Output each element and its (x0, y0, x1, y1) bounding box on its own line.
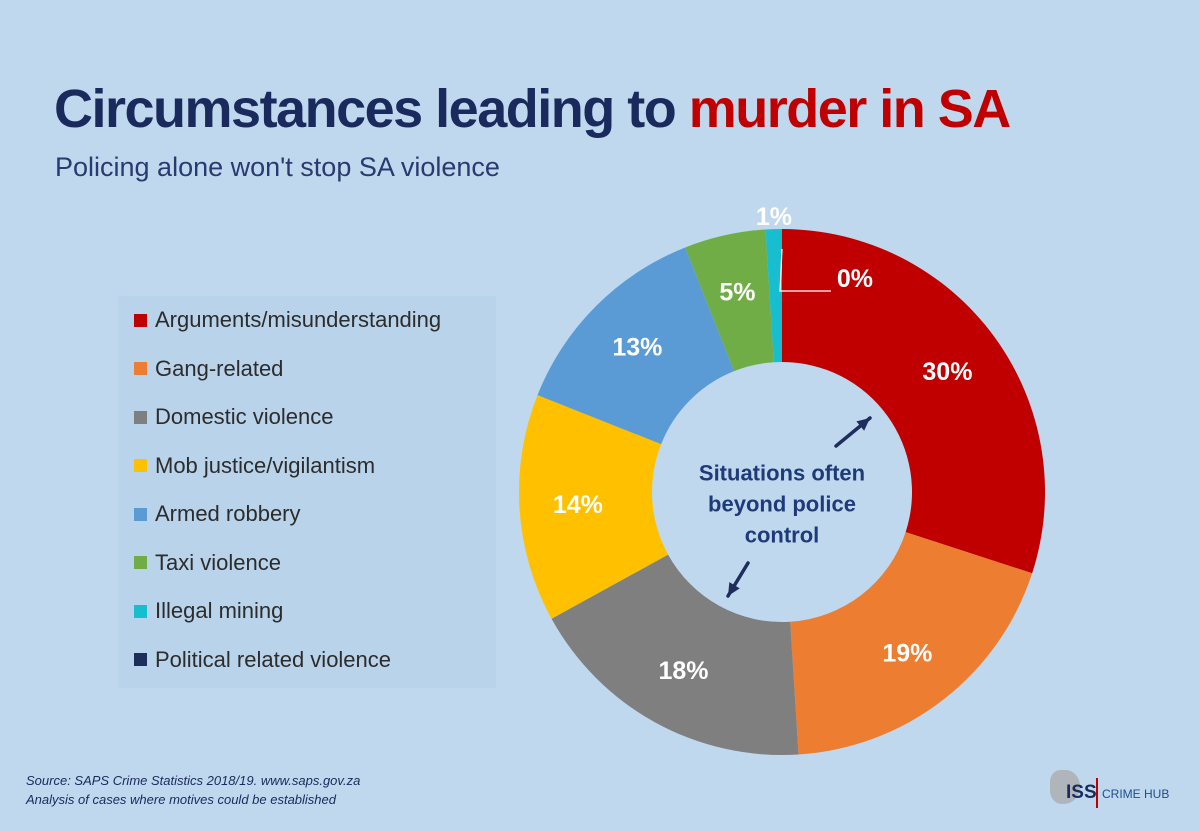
legend-label: Illegal mining (155, 598, 284, 623)
source-line-1: Source: SAPS Crime Statistics 2018/19. w… (26, 773, 361, 788)
legend-swatch (134, 556, 147, 569)
center-annotation-line: control (745, 523, 820, 548)
arrow-head (728, 582, 740, 596)
donut-slice (765, 229, 782, 363)
arrow-head (856, 418, 870, 431)
donut-slice (551, 554, 799, 755)
legend-label: Gang-related (155, 355, 284, 381)
legend-swatch (134, 507, 147, 521)
legend-label: Arguments/misunderstanding (155, 307, 442, 332)
chart-title: Circumstances leading to murder in SA (54, 78, 1012, 140)
donut-slice (519, 395, 669, 619)
source-line-2: Analysis of cases where motives could be… (26, 792, 336, 807)
legend-swatch (134, 410, 147, 424)
logo-divider (1096, 778, 1098, 808)
legend-swatch (134, 313, 147, 327)
chart-subtitle: Policing alone won't stop SA violence (55, 152, 500, 182)
center-annotation-line: Situations often (699, 461, 865, 486)
legend-label: Mob justice/vigilantism (155, 452, 376, 478)
legend-label: Political related violence (155, 646, 392, 672)
data-label: 0% (837, 265, 873, 293)
legend-swatch (134, 362, 147, 375)
legend-item: Taxi violence (134, 548, 281, 578)
legend-swatch (134, 604, 147, 618)
legend-label: Domestic violence (155, 404, 334, 429)
legend-item: Gang-related (134, 354, 283, 384)
donut-slice (790, 532, 1033, 755)
legend-label: Taxi violence (155, 549, 281, 575)
iss-crime-hub-logo: ISS CRIME HUB (1050, 770, 1180, 814)
legend-swatch (134, 459, 147, 472)
donut-slice (537, 247, 735, 445)
data-label: 1% (756, 203, 792, 231)
legend-item: Illegal mining (134, 596, 283, 626)
legend-swatch (134, 653, 147, 666)
leader-line (779, 248, 831, 292)
logo-product: CRIME HUB (1102, 787, 1170, 801)
logo-org: ISS (1066, 782, 1097, 803)
center-annotation-line: beyond police (708, 492, 856, 517)
data-label: 19% (882, 640, 932, 668)
legend-label: Armed robbery (155, 501, 301, 526)
data-label: 14% (553, 491, 603, 519)
data-label: 30% (922, 358, 972, 386)
data-label: 13% (612, 333, 662, 361)
source-note: Source: SAPS Crime Statistics 2018/19. w… (26, 771, 360, 809)
donut-slice (685, 229, 774, 372)
data-label: 18% (658, 657, 708, 685)
data-label: 5% (719, 278, 755, 306)
africa-map-icon (1050, 770, 1080, 804)
legend-item: Armed robbery (134, 499, 301, 529)
legend-item: Arguments/misunderstanding (134, 305, 441, 335)
chart-legend: Arguments/misunderstanding Gang-related Do… (118, 296, 496, 688)
legend-item: Domestic violence (134, 402, 334, 432)
legend-item: Mob justice/vigilantism (134, 451, 375, 481)
title-highlight: murder in SA (688, 79, 1012, 139)
legend-item: Political related violence (134, 645, 391, 675)
donut-slice (782, 229, 1045, 574)
title-main: Circumstances leading to (54, 79, 689, 139)
